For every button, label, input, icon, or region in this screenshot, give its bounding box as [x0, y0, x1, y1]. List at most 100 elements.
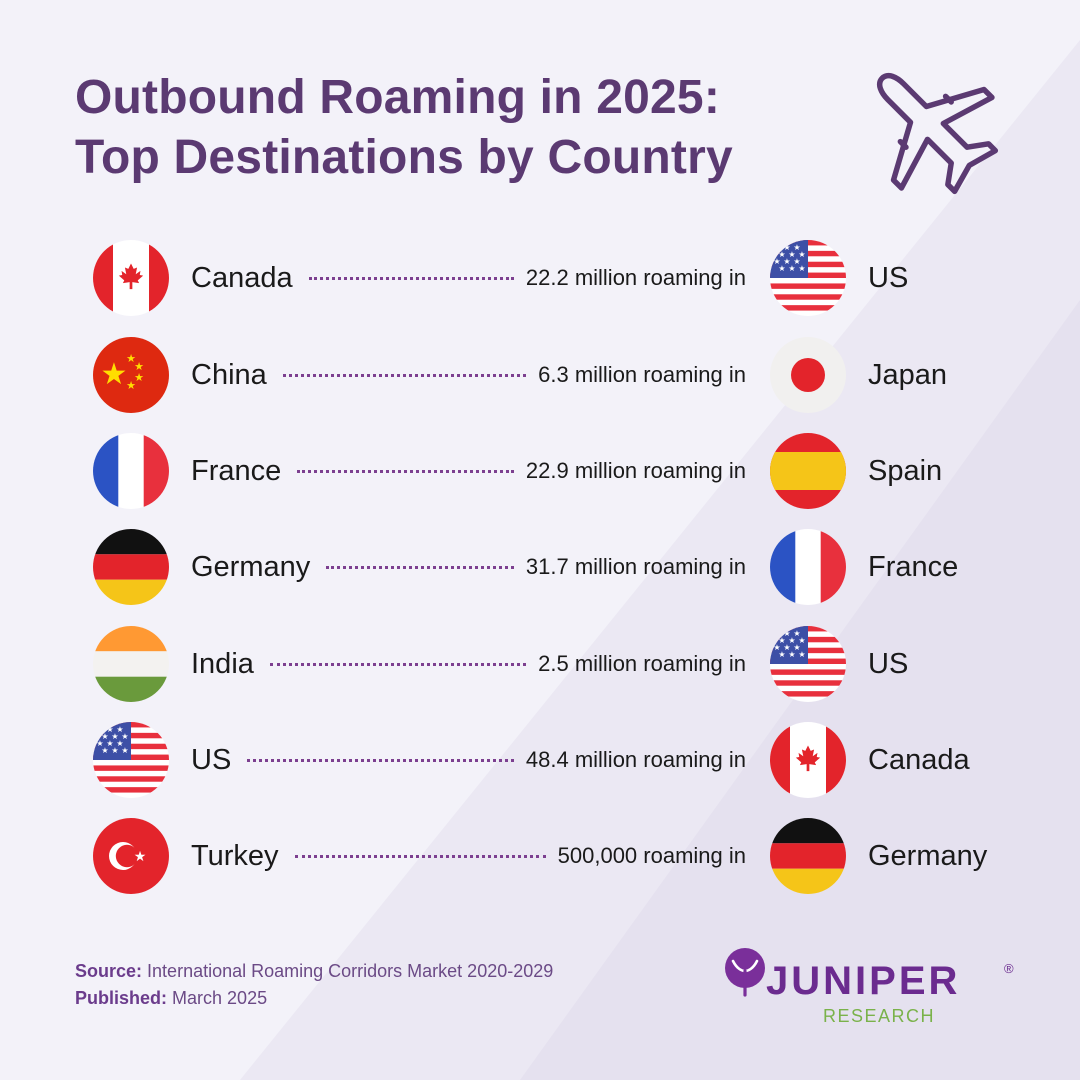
svg-text:★: ★ — [96, 739, 103, 748]
spain-flag-icon — [770, 433, 846, 509]
destination-country: Canada — [868, 744, 970, 776]
roaming-value: 500,000 roaming in — [557, 843, 746, 868]
page-title: Outbound Roaming in 2025: Top Destinatio… — [75, 68, 733, 188]
corridor-row: France 22.9 million roaming in Spain — [0, 433, 1080, 509]
dotted-connector — [297, 470, 514, 473]
logo-subtitle: RESEARCH — [823, 1006, 936, 1026]
dotted-connector — [283, 374, 526, 377]
svg-text:★: ★ — [106, 739, 113, 748]
svg-text:★: ★ — [116, 725, 123, 734]
svg-text:★: ★ — [111, 746, 118, 755]
germany-flag-icon — [770, 818, 846, 894]
dotted-connector — [295, 855, 546, 858]
france-flag-icon — [770, 529, 846, 605]
svg-text:★: ★ — [96, 725, 103, 734]
roaming-value: 6.3 million roaming in — [538, 362, 746, 387]
svg-text:★: ★ — [798, 250, 805, 259]
france-flag-icon — [93, 433, 169, 509]
corridor-row: ★ ★ ★ ★ ★ China 6.3 million roaming in Japan — [0, 337, 1080, 413]
origin-country: China — [191, 359, 267, 391]
svg-text:★: ★ — [793, 643, 800, 652]
us-flag-icon: ★ ★ ★★ ★ ★★ ★ ★★ ★ ★ — [770, 240, 846, 316]
svg-text:★: ★ — [783, 257, 790, 266]
canada-flag-icon — [770, 722, 846, 798]
us-flag-icon: ★ ★ ★★ ★ ★★ ★ ★★ ★ ★ — [93, 722, 169, 798]
svg-text:★: ★ — [126, 379, 136, 392]
svg-text:★: ★ — [134, 849, 147, 865]
svg-text:★: ★ — [793, 243, 800, 252]
svg-text:★: ★ — [788, 650, 795, 659]
dotted-connector — [309, 277, 514, 280]
japan-flag-icon — [770, 337, 846, 413]
svg-text:★: ★ — [101, 732, 108, 741]
source-value: International Roaming Corridors Market 2… — [147, 961, 554, 981]
svg-text:★: ★ — [783, 243, 790, 252]
svg-text:★: ★ — [773, 243, 780, 252]
svg-text:★: ★ — [783, 629, 790, 638]
origin-country: Canada — [191, 262, 293, 294]
juniper-logo-mark-icon — [725, 948, 765, 997]
roaming-value: 22.9 million roaming in — [525, 458, 746, 483]
published-label: Published: — [75, 988, 168, 1008]
roaming-value: 2.5 million roaming in — [538, 651, 746, 676]
svg-text:★: ★ — [101, 357, 128, 392]
source-line: Source: International Roaming Corridors … — [75, 958, 553, 985]
origin-country: US — [191, 744, 232, 776]
svg-text:★: ★ — [126, 352, 136, 365]
origin-country: France — [191, 455, 282, 487]
svg-text:★: ★ — [778, 264, 785, 273]
svg-text:★: ★ — [788, 250, 795, 259]
destination-country: US — [868, 648, 909, 680]
svg-text:★: ★ — [116, 739, 123, 748]
juniper-research-logo: JUNIPER ® RESEARCH — [722, 945, 1022, 1030]
svg-text:★: ★ — [798, 636, 805, 645]
destination-country: France — [868, 551, 959, 583]
corridor-row: ★ Turkey 500,000 roaming in Germany — [0, 818, 1080, 894]
origin-country: India — [191, 648, 254, 680]
germany-flag-icon — [93, 529, 169, 605]
svg-text:★: ★ — [788, 264, 795, 273]
svg-text:★: ★ — [778, 650, 785, 659]
origin-country: Turkey — [191, 840, 279, 872]
svg-text:★: ★ — [773, 629, 780, 638]
svg-text:★: ★ — [778, 250, 785, 259]
svg-text:★: ★ — [778, 636, 785, 645]
canada-flag-icon — [93, 240, 169, 316]
published-value: March 2025 — [172, 988, 268, 1008]
roaming-value: 22.2 million roaming in — [525, 265, 746, 290]
source-label: Source: — [75, 961, 143, 981]
title-line-1: Outbound Roaming in 2025: — [75, 71, 721, 124]
corridor-row: Germany 31.7 million roaming in France — [0, 529, 1080, 605]
svg-text:★: ★ — [793, 629, 800, 638]
svg-text:★: ★ — [773, 643, 780, 652]
turkey-flag-icon: ★ — [93, 818, 169, 894]
svg-text:★: ★ — [134, 371, 144, 384]
svg-text:★: ★ — [793, 257, 800, 266]
dotted-connector — [326, 566, 514, 569]
china-flag-icon: ★★★★★ — [93, 337, 169, 413]
svg-text:★: ★ — [788, 636, 795, 645]
airplane-icon — [877, 73, 999, 195]
svg-text:★: ★ — [773, 257, 780, 266]
svg-text:★: ★ — [121, 746, 128, 755]
dotted-connector — [247, 759, 514, 762]
logo-wordmark: JUNIPER — [766, 959, 961, 1003]
india-flag-icon — [93, 626, 169, 702]
roaming-value: 31.7 million roaming in — [525, 554, 746, 579]
us-flag-icon: ★ ★ ★★ ★ ★★ ★ ★★ ★ ★ — [770, 626, 846, 702]
svg-text:★: ★ — [798, 264, 805, 273]
svg-text:★: ★ — [111, 732, 118, 741]
destination-country: Spain — [868, 455, 943, 487]
corridor-row: India 2.5 million roaming in ★ ★ ★ ★ ★ ★ ★ ★ ★ ★ ★ ★… — [0, 626, 1080, 702]
title-line-2: Top Destinations by Country — [75, 131, 733, 184]
svg-text:★: ★ — [121, 732, 128, 741]
destination-country: Japan — [868, 359, 948, 391]
destination-country: US — [868, 262, 909, 294]
source-info: Source: International Roaming Corridors … — [75, 958, 553, 1012]
roaming-value: 48.4 million roaming in — [525, 747, 746, 772]
origin-country: Germany — [191, 551, 311, 583]
svg-text:★: ★ — [106, 725, 113, 734]
logo-registered-mark: ® — [1004, 961, 1014, 976]
corridor-row: ★ ★ ★ ★ ★ ★ ★ ★ ★ ★ ★ ★ US 48.4 million roaming in Ca… — [0, 722, 1080, 798]
published-line: Published: March 2025 — [75, 985, 553, 1012]
